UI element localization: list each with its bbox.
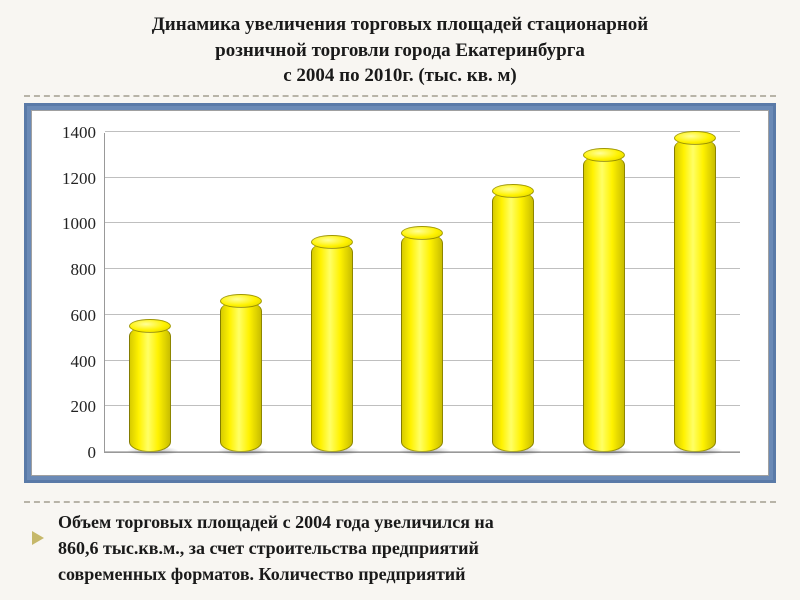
- bars-container: [105, 132, 740, 452]
- bar-front: [129, 326, 171, 452]
- caption-line-1: Объем торговых площадей с 2004 года увел…: [58, 512, 494, 532]
- title-line-2: розничной торговли города Екатеринбурга: [32, 38, 768, 64]
- bar-front: [401, 233, 443, 452]
- bullet-icon: [30, 529, 48, 547]
- caption-line-3: современных форматов. Количество предпри…: [58, 564, 466, 584]
- bar-front: [674, 138, 716, 452]
- y-tick-label: 600: [71, 306, 97, 326]
- y-tick-label: 1200: [62, 169, 96, 189]
- caption-text: Объем торговых площадей с 2004 года увел…: [58, 509, 494, 587]
- bar: [674, 138, 716, 452]
- title-line-3: с 2004 по 2010г. (тыс. кв. м): [32, 63, 768, 89]
- bar-top: [674, 131, 716, 145]
- bar-top: [311, 235, 353, 249]
- title-line-1: Динамика увеличения торговых площадей ст…: [32, 12, 768, 38]
- bar-top: [401, 226, 443, 240]
- bar: [129, 326, 171, 452]
- caption-line-2: 860,6 тыс.кв.м., за счет строительства п…: [58, 538, 479, 558]
- chart-inner: 0200400600800100012001400: [44, 133, 740, 453]
- caption: Объем торговых площадей с 2004 года увел…: [24, 501, 776, 587]
- bar: [492, 191, 534, 452]
- bar-top: [220, 294, 262, 308]
- bar-top: [583, 148, 625, 162]
- bar-front: [583, 155, 625, 452]
- bar: [311, 242, 353, 452]
- chart-area: 0 200 400 600 800 1000 1200 1400: [31, 110, 769, 476]
- chart-title: Динамика увеличения торговых площадей ст…: [24, 12, 776, 97]
- plot-box: [104, 133, 740, 453]
- bar-front: [220, 301, 262, 452]
- bar: [401, 233, 443, 452]
- chart-frame: 0 200 400 600 800 1000 1200 1400: [24, 103, 776, 483]
- y-tick-label: 1400: [62, 123, 96, 143]
- y-tick-label: 200: [71, 397, 97, 417]
- y-tick-label: 0: [88, 443, 97, 463]
- bar-front: [492, 191, 534, 452]
- bar-front: [311, 242, 353, 452]
- bar: [220, 301, 262, 452]
- y-axis: 0200400600800100012001400: [44, 133, 104, 453]
- bar: [583, 155, 625, 452]
- y-tick-label: 400: [71, 352, 97, 372]
- y-tick-label: 1000: [62, 214, 96, 234]
- y-tick-label: 800: [71, 260, 97, 280]
